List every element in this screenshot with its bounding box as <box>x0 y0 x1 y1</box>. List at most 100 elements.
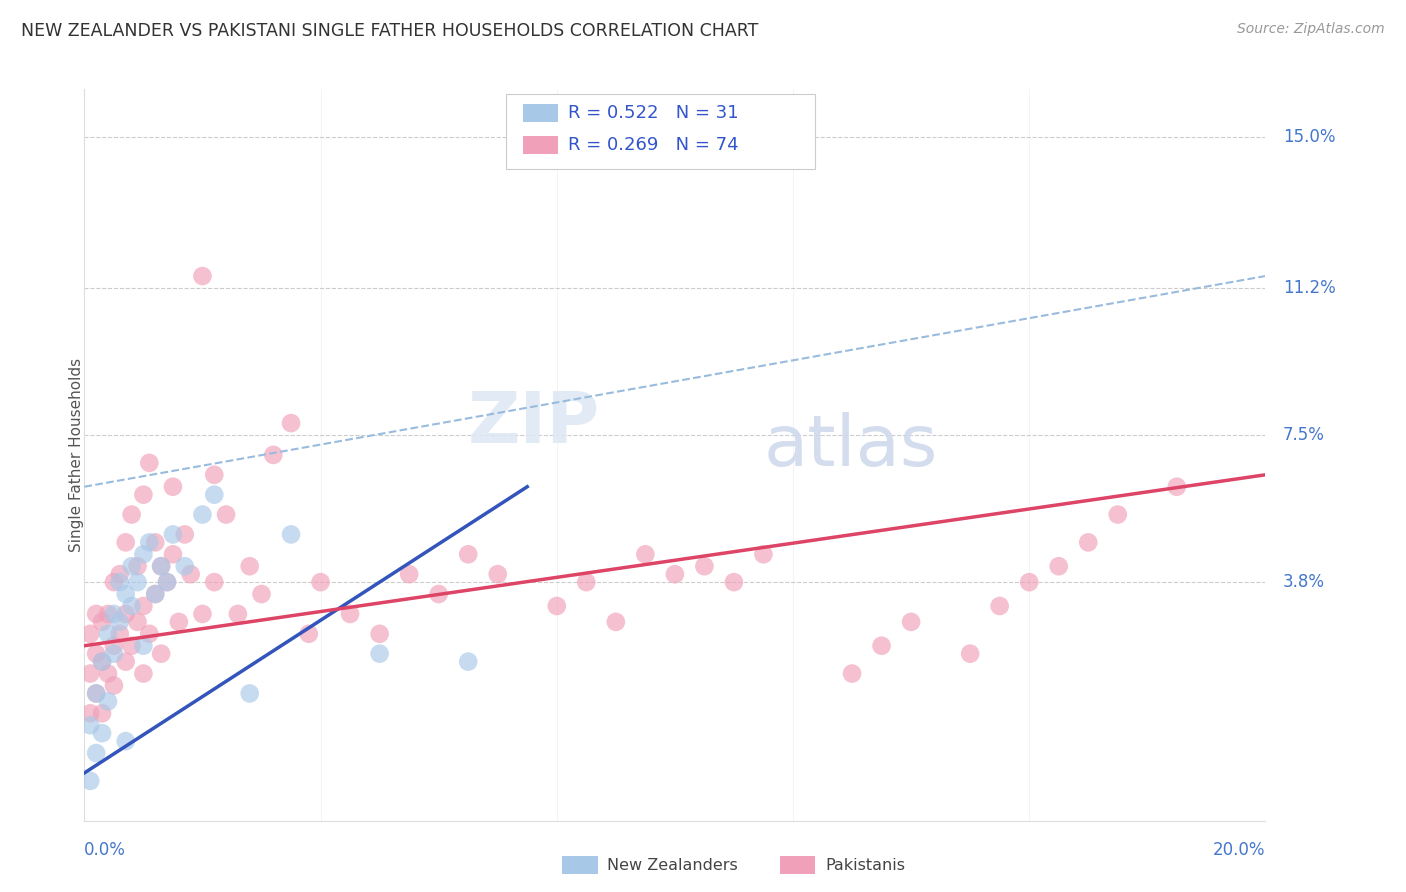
Point <box>150 647 173 661</box>
Text: New Zealanders: New Zealanders <box>607 858 738 872</box>
Point <box>156 575 179 590</box>
Point <box>457 547 479 561</box>
Point <box>127 559 149 574</box>
Point <box>180 567 202 582</box>
Point <box>132 639 155 653</box>
Point <box>226 607 249 621</box>
Point <box>1047 559 1070 574</box>
Point <box>723 575 745 590</box>
Point <box>202 467 225 482</box>
Point <box>138 535 160 549</box>
Point <box>162 527 184 541</box>
Point <box>143 535 166 549</box>
Point <box>108 615 131 629</box>
Point <box>191 607 214 621</box>
Point <box>988 599 1011 613</box>
Text: Pakistanis: Pakistanis <box>825 858 905 872</box>
Point <box>900 615 922 629</box>
Point <box>339 607 361 621</box>
Point <box>191 508 214 522</box>
Point <box>138 627 160 641</box>
Point <box>309 575 332 590</box>
Point <box>239 686 262 700</box>
Point <box>262 448 284 462</box>
Text: 3.8%: 3.8% <box>1284 574 1324 591</box>
Point <box>108 575 131 590</box>
Point <box>457 655 479 669</box>
Point <box>97 607 120 621</box>
Point <box>239 559 262 574</box>
Point <box>605 615 627 629</box>
Point <box>280 527 302 541</box>
Point <box>191 268 214 283</box>
Point <box>546 599 568 613</box>
Point <box>84 686 107 700</box>
Point <box>91 615 114 629</box>
Point <box>97 694 120 708</box>
Point <box>143 587 166 601</box>
Point <box>150 559 173 574</box>
Point <box>202 575 225 590</box>
Text: 11.2%: 11.2% <box>1284 279 1336 297</box>
Text: NEW ZEALANDER VS PAKISTANI SINGLE FATHER HOUSEHOLDS CORRELATION CHART: NEW ZEALANDER VS PAKISTANI SINGLE FATHER… <box>21 22 758 40</box>
Point <box>132 666 155 681</box>
Point <box>250 587 273 601</box>
Point <box>108 567 131 582</box>
Point <box>162 547 184 561</box>
Point <box>693 559 716 574</box>
Point <box>959 647 981 661</box>
Point <box>127 575 149 590</box>
Point <box>84 746 107 760</box>
Text: 15.0%: 15.0% <box>1284 128 1336 146</box>
Point <box>121 559 143 574</box>
Point <box>156 575 179 590</box>
Text: R = 0.522   N = 31: R = 0.522 N = 31 <box>568 104 738 122</box>
Point <box>121 639 143 653</box>
Point <box>368 627 391 641</box>
Point <box>79 706 101 721</box>
Point <box>103 607 125 621</box>
Point <box>215 508 238 522</box>
Point <box>150 559 173 574</box>
Point <box>103 678 125 692</box>
Point <box>114 607 136 621</box>
Point <box>298 627 321 641</box>
Point <box>79 718 101 732</box>
Point <box>162 480 184 494</box>
Point <box>97 627 120 641</box>
Point <box>1018 575 1040 590</box>
Text: atlas: atlas <box>763 412 938 482</box>
Point <box>841 666 863 681</box>
Point <box>398 567 420 582</box>
Point <box>167 615 190 629</box>
Text: 7.5%: 7.5% <box>1284 426 1324 444</box>
Point <box>84 607 107 621</box>
Point <box>121 599 143 613</box>
Y-axis label: Single Father Households: Single Father Households <box>69 358 83 552</box>
Point <box>664 567 686 582</box>
Text: R = 0.269   N = 74: R = 0.269 N = 74 <box>568 136 738 154</box>
Text: 0.0%: 0.0% <box>84 840 127 858</box>
Point <box>127 615 149 629</box>
Point <box>91 655 114 669</box>
Point <box>173 527 195 541</box>
Point <box>79 627 101 641</box>
Point <box>114 655 136 669</box>
Point <box>114 535 136 549</box>
Point <box>870 639 893 653</box>
Point <box>97 666 120 681</box>
Point <box>1077 535 1099 549</box>
Point <box>108 627 131 641</box>
Point <box>202 488 225 502</box>
Text: Source: ZipAtlas.com: Source: ZipAtlas.com <box>1237 22 1385 37</box>
Text: ZIP: ZIP <box>468 389 600 458</box>
Point <box>91 655 114 669</box>
Point <box>84 686 107 700</box>
Point <box>486 567 509 582</box>
Point <box>427 587 450 601</box>
Point <box>1107 508 1129 522</box>
Point <box>103 647 125 661</box>
Point <box>91 706 114 721</box>
Point <box>84 647 107 661</box>
Point <box>103 639 125 653</box>
